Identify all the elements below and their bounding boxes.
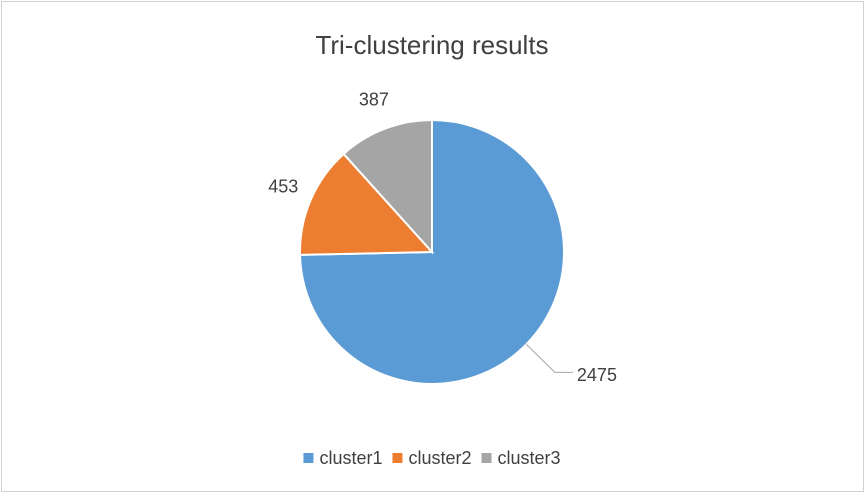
legend-swatch	[392, 453, 403, 463]
data-label: 2475	[577, 365, 617, 385]
legend-label: cluster1	[319, 448, 382, 468]
pie-slice	[299, 152, 435, 256]
leader-line	[525, 343, 573, 373]
legend-label: cluster3	[498, 448, 561, 468]
legend-swatch	[303, 453, 314, 463]
data-label: 387	[359, 90, 389, 110]
data-label: 453	[268, 176, 298, 196]
legend-label: cluster2	[408, 448, 471, 468]
legend-swatch	[481, 453, 492, 463]
chart-title: Tri-clustering results	[315, 30, 548, 60]
pie-slice	[342, 118, 433, 255]
